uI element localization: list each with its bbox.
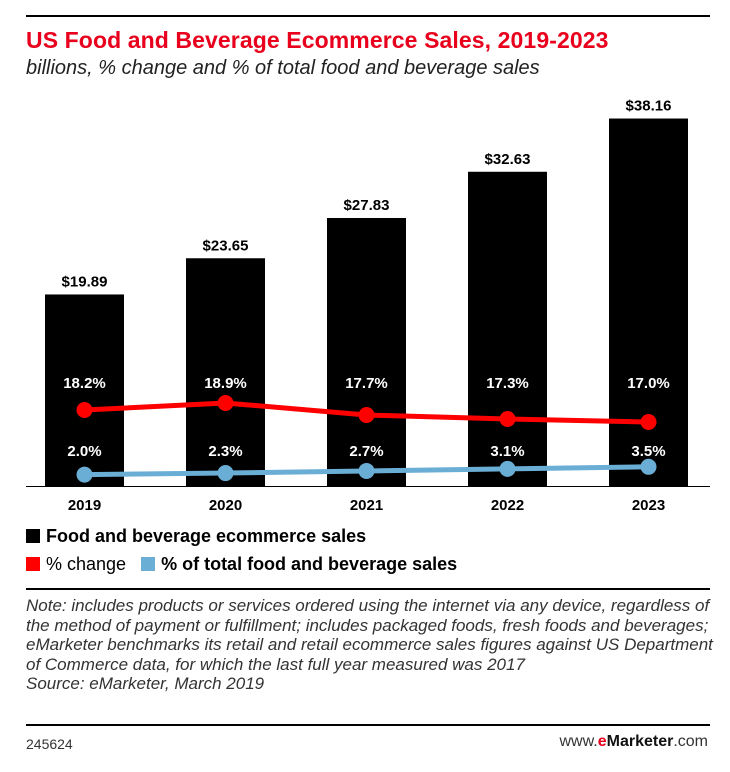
bar-label-2022: $32.63: [485, 151, 531, 168]
share-point-2019: [76, 466, 93, 483]
chart-title: US Food and Beverage Ecommerce Sales, 20…: [26, 27, 609, 53]
change-point-2019: [76, 402, 93, 418]
footer-separator: [26, 724, 710, 726]
top-rule: [26, 15, 710, 17]
x-tick-2022: 2022: [491, 497, 524, 514]
legend-item-sales: Food and beverage ecommerce sales: [26, 526, 366, 547]
share-label-2022: 3.1%: [490, 443, 524, 460]
bar-2022: [468, 171, 547, 486]
legend-swatch-sales: [26, 529, 40, 543]
legend-swatch-share: [141, 557, 156, 571]
note-separator: [26, 588, 710, 590]
note-text: Note: includes products or services orde…: [26, 596, 713, 674]
bar-2023: [609, 118, 688, 487]
legend-item-change: % change: [26, 554, 126, 575]
brand-link[interactable]: www.eMarketer.com: [559, 733, 708, 751]
change-label-2019: 18.2%: [63, 375, 106, 392]
bar-2020: [186, 258, 265, 486]
legend-row-1: Food and beverage ecommerce sales: [26, 526, 376, 547]
x-tick-2023: 2023: [632, 497, 665, 514]
bar-label-2023: $38.16: [626, 98, 672, 115]
source-text: Source: eMarketer, March 2019: [26, 674, 265, 693]
legend-label-share: % of total food and beverage sales: [161, 554, 458, 574]
legend-swatch-change: [26, 557, 40, 571]
change-point-2023: [640, 414, 657, 430]
bar-label-2021: $27.83: [344, 197, 390, 214]
share-label-2020: 2.3%: [208, 443, 242, 460]
x-tick-2019: 2019: [68, 497, 101, 514]
share-point-2021: [358, 462, 375, 479]
legend-item-share: % of total food and beverage sales: [141, 554, 457, 575]
x-tick-2021: 2021: [350, 497, 383, 514]
legend-row-2: % change % of total food and beverage sa…: [26, 554, 467, 575]
chart-plot: $19.89 2019 $23.65 2020 $27.83 2021 $32.63 2022…: [26, 98, 710, 514]
bar-2019: [45, 294, 124, 486]
bar-label-2020: $23.65: [203, 237, 249, 254]
share-label-2021: 2.7%: [349, 443, 383, 460]
change-label-2023: 17.0%: [627, 375, 670, 392]
change-point-2021: [358, 407, 375, 423]
share-label-2023: 3.5%: [631, 443, 665, 460]
x-tick-2020: 2020: [209, 497, 242, 514]
bar-2021: [327, 217, 406, 486]
chart-note: Note: includes products or services orde…: [26, 596, 716, 694]
change-label-2020: 18.9%: [204, 375, 247, 392]
legend-label-sales: Food and beverage ecommerce sales: [46, 526, 367, 546]
chart-subtitle: billions, % change and % of total food a…: [26, 57, 540, 79]
change-label-2021: 17.7%: [345, 375, 388, 392]
change-point-2020: [217, 395, 234, 411]
share-point-2023: [640, 458, 657, 475]
share-point-2022: [499, 460, 516, 477]
share-point-2020: [217, 465, 234, 482]
share-label-2019: 2.0%: [67, 443, 101, 460]
bar-label-2019: $19.89: [62, 273, 108, 290]
chart-id: 245624: [26, 736, 73, 752]
legend-label-change: % change: [46, 554, 127, 574]
brand-e: e: [597, 733, 607, 750]
brand-prefix: www.: [559, 733, 598, 750]
brand-name: Marketer: [606, 733, 674, 750]
change-point-2022: [499, 411, 516, 427]
brand-suffix: .com: [673, 733, 708, 750]
change-label-2022: 17.3%: [486, 375, 529, 392]
